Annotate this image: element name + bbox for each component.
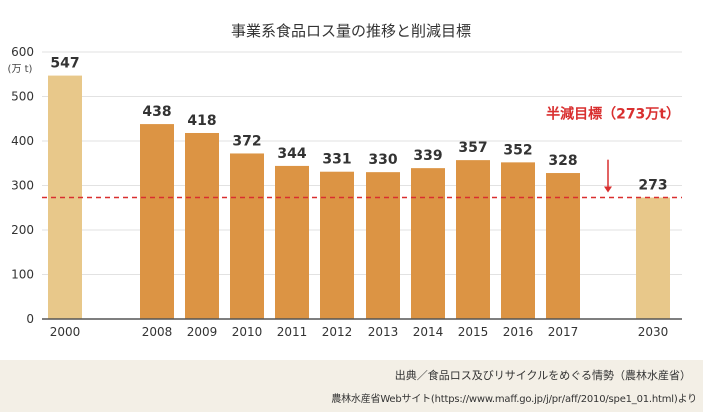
x-tick-label: 2000 [50,325,81,339]
bar-2012 [320,171,354,319]
x-tick-label: 2016 [503,325,534,339]
bar-value-label: 273 [638,178,667,194]
bar-value-label: 330 [368,152,397,168]
target-label: 半減目標（273万t） [546,105,680,122]
x-tick-label: 2015 [458,325,489,339]
bar-2030 [636,197,670,319]
y-tick-label: 600 [11,45,34,59]
source-credit: 出典／食品ロス及びリサイクルをめぐる情勢（農林水産省） [394,369,691,382]
bar-value-label: 339 [413,148,442,164]
x-axis-labels: 2000 2008 2009 2010 2011 2012 2013 2014 2015 2016… [50,325,669,339]
bar-2017 [546,173,580,319]
gridlines [42,51,682,275]
y-tick-label: 300 [11,179,34,193]
bar-2013 [366,172,400,319]
y-tick-label: 0 [26,312,34,326]
bar-value-label: 344 [277,146,306,162]
x-tick-label: 2011 [277,325,308,339]
bars: 547 438 418 372 344 331 330 339 357 352 328 273 [48,56,670,320]
bar-value-label: 438 [142,104,171,120]
bar-2014 [411,168,445,319]
y-tick-label: 500 [11,90,34,104]
x-tick-label: 2014 [413,325,444,339]
x-tick-label: 2012 [322,325,353,339]
bar-2009 [185,132,219,319]
chart-title: 事業系食品ロス量の推移と削減目標 [231,22,471,40]
x-tick-label: 2013 [368,325,399,339]
target-arrowhead [604,186,612,193]
source-footer: 出典／食品ロス及びリサイクルをめぐる情勢（農林水産省） 農林水産省Webサイト(… [0,360,703,412]
bar-2010 [230,153,264,319]
bar-value-label: 418 [187,113,216,129]
bar-2015 [456,160,490,319]
y-tick-label: 100 [11,268,34,282]
bar-value-label: 547 [50,56,79,72]
x-tick-label: 2010 [232,325,263,339]
bar-chart: 事業系食品ロス量の推移と削減目標 (万 t) 0 100 200 300 400 500 6… [8,22,682,339]
x-tick-label: 2009 [187,325,218,339]
y-axis-unit-label: (万 t) [8,64,33,75]
bar-2016 [501,162,535,319]
y-tick-label: 400 [11,134,34,148]
y-tick-label: 200 [11,223,34,237]
bar-value-label: 328 [548,153,577,169]
bar-value-label: 357 [458,140,487,156]
y-axis-ticks: 0 100 200 300 400 500 600 [11,45,34,326]
website-credit: 農林水産省Webサイト(https://www.maff.go.jp/j/pr/… [331,394,697,405]
x-tick-label: 2030 [638,325,669,339]
bar-value-label: 372 [232,133,261,149]
x-tick-label: 2017 [548,325,579,339]
bar-value-label: 352 [503,142,532,158]
bar-2008 [140,124,174,319]
target-line-group: 半減目標（273万t） [42,105,682,199]
x-tick-label: 2008 [142,325,173,339]
bar-2011 [275,165,309,319]
bar-value-label: 331 [322,152,351,168]
